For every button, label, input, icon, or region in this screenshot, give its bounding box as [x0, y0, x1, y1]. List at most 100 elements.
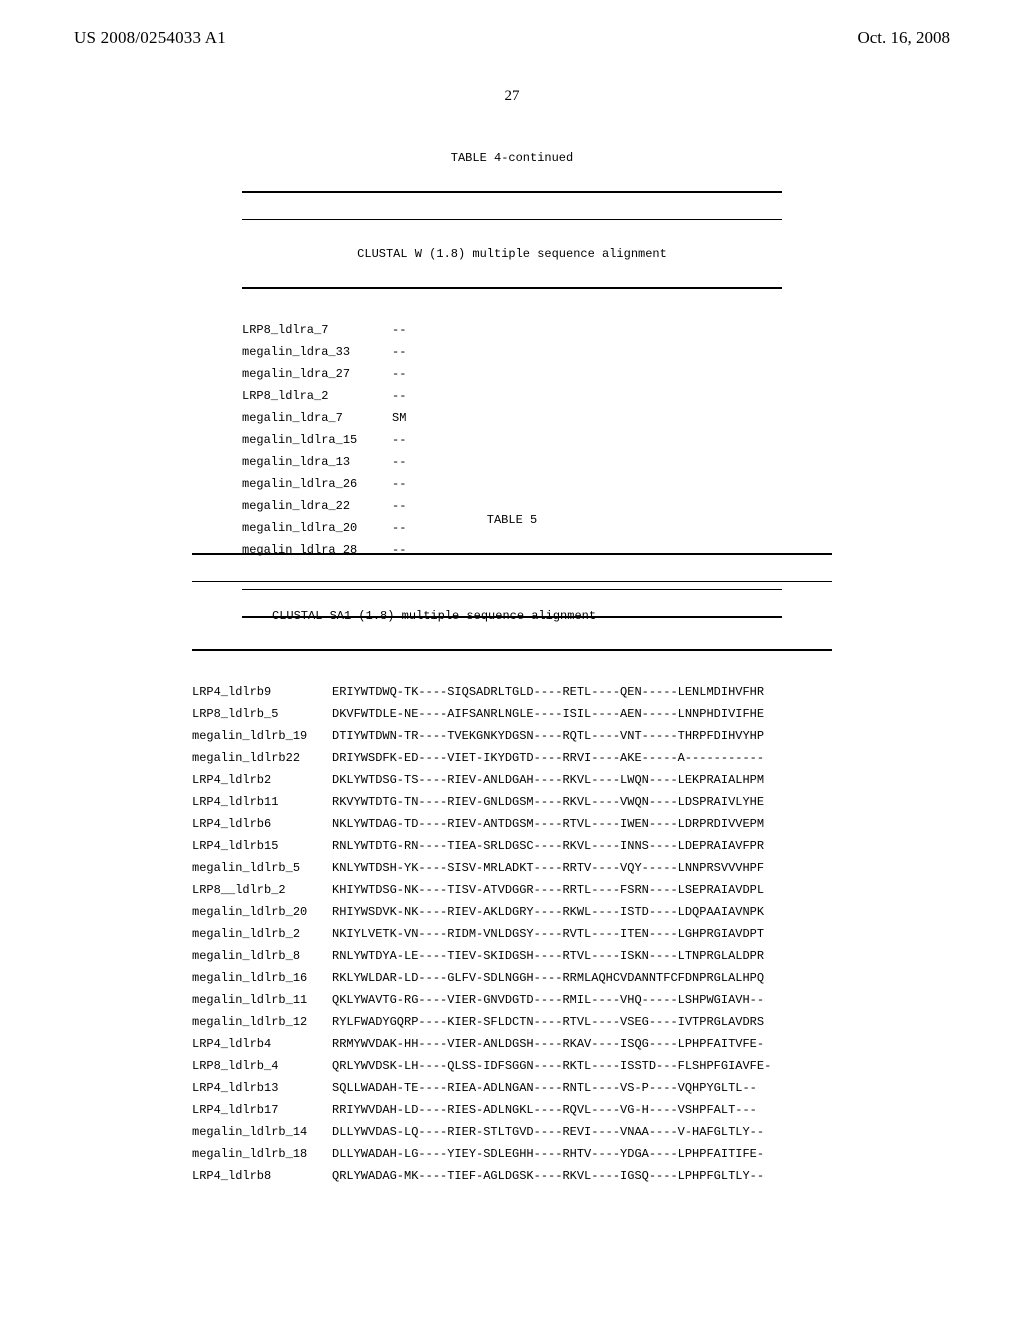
rule	[192, 581, 832, 582]
table-row: megalin_ldra_7SM	[242, 407, 782, 429]
seq-value: NKLYWTDAG-TD----RIEV-ANTDGSM----RTVL----…	[332, 818, 764, 830]
seq-value: SQLLWADAH-TE----RIEA-ADLNGAN----RNTL----…	[332, 1082, 757, 1094]
seq-value: DRIYWSDFK-ED----VIET-IKYDGTD----RRVI----…	[332, 752, 764, 764]
seq-value: DLLYWADAH-LG----YIEY-SDLEGHH----RHTV----…	[332, 1148, 764, 1160]
seq-name: megalin_ldlrb_16	[192, 972, 332, 984]
seq-name: LRP4_ldlrb2	[192, 774, 332, 786]
seq-value: SM	[392, 412, 406, 424]
seq-name: megalin_ldlrb_20	[192, 906, 332, 918]
page: US 2008/0254033 A1 Oct. 16, 2008 27 TABL…	[0, 0, 1024, 1320]
seq-name: LRP8_ldlra_7	[242, 324, 392, 336]
seq-name: megalin_ldlrb_2	[192, 928, 332, 940]
rule	[242, 191, 782, 193]
table-row: LRP8_ldlra_7--	[242, 319, 782, 341]
table5-subtitle: CLUSTAL SA1 (1.8) multiple sequence alig…	[192, 606, 832, 625]
table-row: LRP4_ldlrb11RKVYWTDTG-TN----RIEV-GNLDGSM…	[192, 791, 832, 813]
page-number: 27	[0, 88, 1024, 105]
table-row: megalin_ldlrb_8RNLYWTDYA-LE----TIEV-SKID…	[192, 945, 832, 967]
seq-name: LRP8_ldlrb_5	[192, 708, 332, 720]
seq-value: --	[392, 390, 406, 402]
seq-name: megalin_ldlrb_8	[192, 950, 332, 962]
seq-value: RRIYWVDAH-LD----RIES-ADLNGKL----RQVL----…	[332, 1104, 757, 1116]
seq-name: LRP4_ldlrb6	[192, 818, 332, 830]
seq-name: megalin_ldlrb22	[192, 752, 332, 764]
table-row: LRP8_ldlrb_5DKVFWTDLE-NE----AIFSANRLNGLE…	[192, 703, 832, 725]
seq-name: LRP4_ldlrb4	[192, 1038, 332, 1050]
table-row: megalin_ldlrb_12RYLFWADYGQRP----KIER-SFL…	[192, 1011, 832, 1033]
rule	[192, 553, 832, 555]
seq-value: RNLYWTDYA-LE----TIEV-SKIDGSH----RTVL----…	[332, 950, 764, 962]
table-row: LRP4_ldlrb15RNLYWTDTG-RN----TIEA-SRLDGSC…	[192, 835, 832, 857]
seq-name: megalin_ldra_27	[242, 368, 392, 380]
table-row: LRP4_ldlrb6NKLYWTDAG-TD----RIEV-ANTDGSM-…	[192, 813, 832, 835]
seq-name: megalin_ldlrb_18	[192, 1148, 332, 1160]
seq-value: RNLYWTDTG-RN----TIEA-SRLDGSC----RKVL----…	[332, 840, 764, 852]
table-row: megalin_ldlrb_19DTIYWTDWN-TR----TVEKGNKY…	[192, 725, 832, 747]
rule	[192, 649, 832, 651]
seq-value: RHIYWSDVK-NK----RIEV-AKLDGRY----RKWL----…	[332, 906, 764, 918]
seq-value: QRLYWVDSK-LH----QLSS-IDFSGGN----RKTL----…	[332, 1060, 771, 1072]
table-row: megalin_ldlrb_18DLLYWADAH-LG----YIEY-SDL…	[192, 1143, 832, 1165]
seq-value: ERIYWTDWQ-TK----SIQSADRLTGLD----RETL----…	[332, 686, 764, 698]
seq-name: megalin_ldlra_26	[242, 478, 392, 490]
table-row: LRP4_ldlrb2DKLYWTDSG-TS----RIEV-ANLDGAH-…	[192, 769, 832, 791]
seq-name: LRP4_ldlrb8	[192, 1170, 332, 1182]
seq-value: --	[392, 456, 406, 468]
rule	[242, 219, 782, 220]
table-row: megalin_ldlrb_14DLLYWVDAS-LQ----RIER-STL…	[192, 1121, 832, 1143]
table-5: TABLE 5 CLUSTAL SA1 (1.8) multiple seque…	[192, 490, 832, 1211]
seq-name: LRP4_ldlrb17	[192, 1104, 332, 1116]
table-row: megalin_ldlrb_5KNLYWTDSH-YK----SISV-MRLA…	[192, 857, 832, 879]
table-row: LRP4_ldlrb4RRMYWVDAK-HH----VIER-ANLDGSH-…	[192, 1033, 832, 1055]
seq-name: megalin_ldra_7	[242, 412, 392, 424]
seq-name: LRP4_ldlrb9	[192, 686, 332, 698]
table-row: LRP8_ldlra_2--	[242, 385, 782, 407]
seq-value: KHIYWTDSG-NK----TISV-ATVDGGR----RRTL----…	[332, 884, 764, 896]
seq-value: NKIYLVETK-VN----RIDM-VNLDGSY----RVTL----…	[332, 928, 764, 940]
seq-name: megalin_ldlrb_11	[192, 994, 332, 1006]
seq-value: DTIYWTDWN-TR----TVEKGNKYDGSN----RQTL----…	[332, 730, 764, 742]
seq-value: --	[392, 434, 406, 446]
seq-value: RYLFWADYGQRP----KIER-SFLDCTN----RTVL----…	[332, 1016, 764, 1028]
seq-value: DKVFWTDLE-NE----AIFSANRLNGLE----ISIL----…	[332, 708, 764, 720]
seq-name: LRP4_ldlrb15	[192, 840, 332, 852]
seq-name: LRP4_ldlrb11	[192, 796, 332, 808]
table-row: LRP4_ldlrb9ERIYWTDWQ-TK----SIQSADRLTGLD-…	[192, 681, 832, 703]
seq-name: LRP8_ldlrb_4	[192, 1060, 332, 1072]
header-pubnum: US 2008/0254033 A1	[74, 28, 226, 48]
table4-title: TABLE 4-continued	[242, 152, 782, 164]
seq-name: megalin_ldlrb_19	[192, 730, 332, 742]
seq-value: DLLYWVDAS-LQ----RIER-STLTGVD----REVI----…	[332, 1126, 764, 1138]
table-row: megalin_ldlra_15--	[242, 429, 782, 451]
seq-value: QKLYWAVTG-RG----VIER-GNVDGTD----RMIL----…	[332, 994, 764, 1006]
table-row: megalin_ldra_33--	[242, 341, 782, 363]
seq-name: LRP8_ldlra_2	[242, 390, 392, 402]
seq-value: DKLYWTDSG-TS----RIEV-ANLDGAH----RKVL----…	[332, 774, 764, 786]
table-row: megalin_ldlrb_20RHIYWSDVK-NK----RIEV-AKL…	[192, 901, 832, 923]
table-row: megalin_ldlrb_11QKLYWAVTG-RG----VIER-GNV…	[192, 989, 832, 1011]
table-row: LRP4_ldlrb17RRIYWVDAH-LD----RIES-ADLNGKL…	[192, 1099, 832, 1121]
table-row: LRP8__ldlrb_2KHIYWTDSG-NK----TISV-ATVDGG…	[192, 879, 832, 901]
seq-name: megalin_ldlrb_12	[192, 1016, 332, 1028]
seq-value: RKVYWTDTG-TN----RIEV-GNLDGSM----RKVL----…	[332, 796, 764, 808]
table-row: LRP4_ldlrb13SQLLWADAH-TE----RIEA-ADLNGAN…	[192, 1077, 832, 1099]
seq-value: RKLYWLDAR-LD----GLFV-SDLNGGH----RRMLAQHC…	[332, 972, 764, 984]
table-row: LRP4_ldlrb8QRLYWADAG-MK----TIEF-AGLDGSK-…	[192, 1165, 832, 1187]
seq-name: megalin_ldlrb_5	[192, 862, 332, 874]
seq-name: megalin_ldlrb_14	[192, 1126, 332, 1138]
seq-value: --	[392, 478, 406, 490]
table-row: megalin_ldlrb_2NKIYLVETK-VN----RIDM-VNLD…	[192, 923, 832, 945]
seq-value: --	[392, 346, 406, 358]
seq-name: megalin_ldra_33	[242, 346, 392, 358]
table4-subtitle: CLUSTAL W (1.8) multiple sequence alignm…	[242, 244, 782, 263]
table5-title: TABLE 5	[192, 514, 832, 526]
seq-value: RRMYWVDAK-HH----VIER-ANLDGSH----RKAV----…	[332, 1038, 764, 1050]
seq-name: LRP4_ldlrb13	[192, 1082, 332, 1094]
seq-value: --	[392, 324, 406, 336]
seq-name: megalin_ldlra_15	[242, 434, 392, 446]
header-date: Oct. 16, 2008	[857, 28, 950, 48]
table-row: megalin_ldra_13--	[242, 451, 782, 473]
table-row: megalin_ldlrb22DRIYWSDFK-ED----VIET-IKYD…	[192, 747, 832, 769]
seq-value: QRLYWADAG-MK----TIEF-AGLDGSK----RKVL----…	[332, 1170, 764, 1182]
seq-value: --	[392, 368, 406, 380]
